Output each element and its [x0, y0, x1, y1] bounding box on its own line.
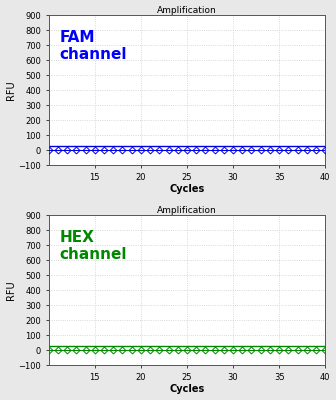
Title: Amplification: Amplification: [157, 6, 217, 14]
Text: HEX
channel: HEX channel: [60, 230, 127, 262]
Title: Amplification: Amplification: [157, 206, 217, 214]
X-axis label: Cycles: Cycles: [169, 184, 205, 194]
X-axis label: Cycles: Cycles: [169, 384, 205, 394]
Text: FAM
channel: FAM channel: [60, 30, 127, 62]
Y-axis label: RFU: RFU: [6, 80, 15, 100]
Y-axis label: RFU: RFU: [6, 280, 15, 300]
